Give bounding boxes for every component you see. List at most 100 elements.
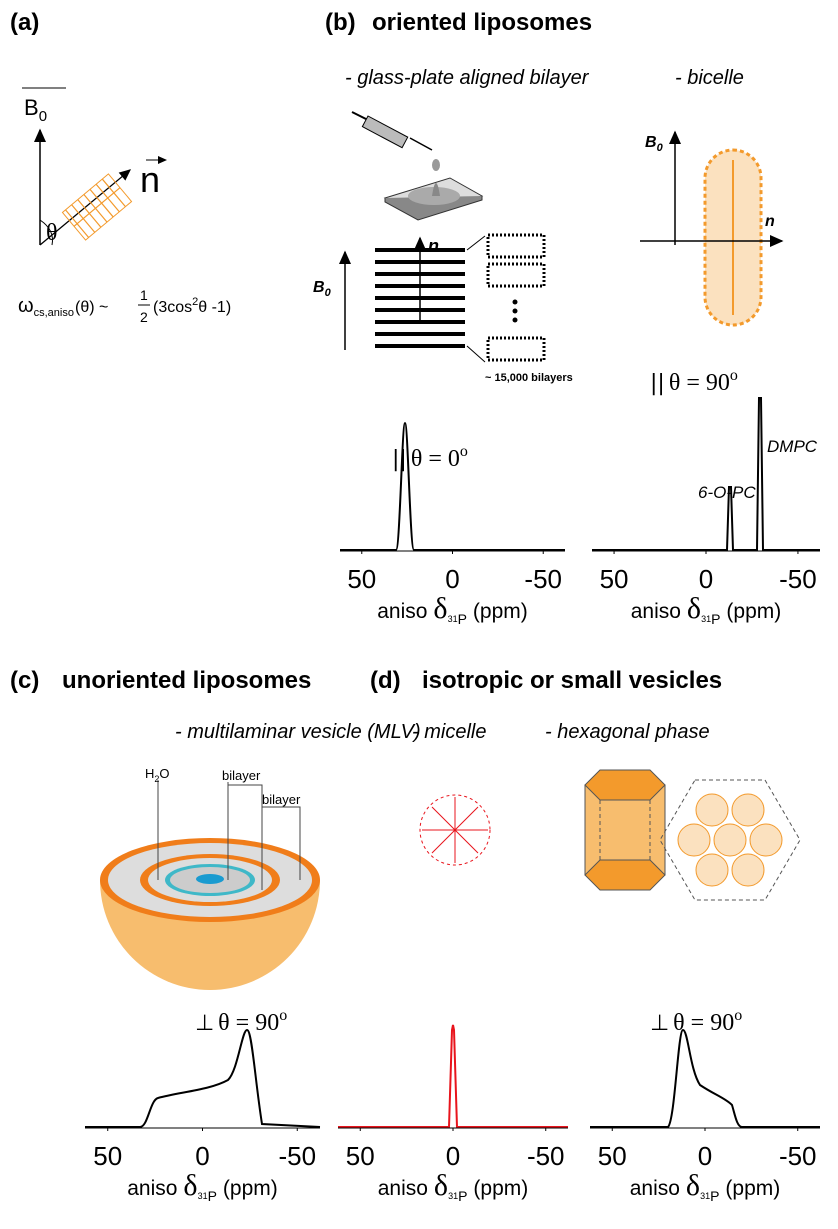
normal-label: n	[765, 213, 775, 230]
axis-unit: (ppm)	[725, 1177, 780, 1200]
water-label: H2O	[145, 766, 170, 784]
x-tick-label: -50	[524, 564, 562, 594]
angle-text: θ = 90	[673, 1010, 734, 1036]
water-tail: O	[159, 766, 169, 781]
bilayer-count: ~ 15,000 bilayers	[485, 372, 573, 384]
spectrum-curve	[590, 1030, 820, 1127]
axis-unit: (ppm)	[473, 600, 528, 623]
axis-isotope: 31	[448, 1191, 458, 1201]
axis-isotope: 31	[448, 614, 458, 624]
b0-subscript: 0	[657, 142, 664, 154]
peak-label: 6-O-PC	[698, 483, 756, 502]
axis-unit: (ppm)	[223, 1177, 278, 1200]
x-tick-label: -50	[779, 1141, 817, 1171]
panel-label: (b)	[325, 9, 356, 36]
x-tick-label: 0	[445, 564, 459, 594]
panel-title: isotropic or small vesicles	[422, 667, 722, 694]
axis-prefix: aniso	[127, 1177, 177, 1200]
degree: o	[734, 1007, 742, 1024]
denominator: 2	[140, 309, 148, 325]
subtitle: - hexagonal phase	[545, 721, 710, 743]
spectrum-curve	[340, 423, 565, 550]
x-tick-label: -50	[527, 1141, 565, 1171]
axis-unit: (ppm)	[473, 1177, 528, 1200]
axis-nucleus: P	[458, 611, 467, 627]
x-tick-label: -50	[779, 564, 817, 594]
subtitle: - multilaminar vesicle (MLV)	[175, 721, 421, 743]
formula: ωcs,aniso(θ) ~	[18, 295, 108, 319]
water-symbol: H	[145, 766, 154, 781]
x-tick-label: 50	[598, 1141, 627, 1171]
layer-label: bilayer	[222, 768, 261, 783]
spectrum-curve	[592, 398, 820, 550]
glass-plate	[385, 178, 482, 220]
orientation-symbol: ⊥	[650, 1011, 669, 1036]
bilayer-blocks	[488, 235, 544, 360]
panel-label: (c)	[10, 667, 39, 694]
zoom-lines	[467, 236, 485, 362]
angle-text: θ = 90	[218, 1010, 279, 1036]
axis-delta: δ	[433, 592, 447, 625]
panel-label: (d)	[370, 667, 401, 694]
spectrum-curve	[85, 1030, 320, 1127]
mlv	[100, 780, 320, 990]
subtitle: - glass-plate aligned bilayer	[345, 67, 590, 89]
b0-subscript: 0	[39, 108, 47, 125]
orientation-symbol: ⊥	[195, 1011, 214, 1036]
degree: o	[730, 367, 738, 384]
x-tick-label: 0	[698, 1141, 712, 1171]
formula-cos: (3cos	[153, 299, 192, 316]
angle-label: θ	[46, 220, 58, 246]
formula-subscript: cs,aniso	[34, 307, 74, 319]
normal-label: n	[428, 236, 439, 256]
axis-delta: δ	[434, 1169, 448, 1202]
panel-label: (a)	[10, 9, 39, 36]
axis-isotope: 31	[700, 1191, 710, 1201]
b0-symbol: B	[313, 279, 325, 296]
axis-nucleus: P	[711, 611, 720, 627]
x-tick-label: 50	[346, 1141, 375, 1171]
b0-label: B0	[24, 95, 47, 125]
peak-label: DMPC	[767, 437, 818, 456]
formula-argument: (θ) ~	[75, 299, 108, 316]
degree: o	[279, 1007, 287, 1024]
axis-unit: (ppm)	[726, 600, 781, 623]
axis-nucleus: P	[208, 1188, 217, 1204]
b0-symbol: B	[24, 95, 39, 120]
spectrum-curve	[338, 1025, 568, 1127]
angle-annotation: ||θ = 90o	[650, 367, 738, 396]
axis-nucleus: P	[710, 1188, 719, 1204]
formula-tail: θ -1)	[198, 299, 231, 316]
orientation-symbol: ||	[650, 371, 665, 396]
b0-label: B0	[645, 134, 664, 154]
normal-label: n	[140, 159, 160, 200]
page: { "panel_a": {"label": "(a)", "b0": {"sy…	[0, 0, 838, 1229]
formula-body: (3cos2θ -1)	[153, 296, 231, 316]
axis-isotope: 31	[198, 1191, 208, 1201]
omega: ω	[18, 295, 34, 317]
x-tick-label: 0	[699, 564, 713, 594]
micelle	[420, 795, 490, 865]
panel-title: unoriented liposomes	[62, 667, 311, 694]
axis-delta: δ	[687, 592, 701, 625]
x-tick-label: 50	[93, 1141, 122, 1171]
axis-isotope: 31	[701, 614, 711, 624]
figure: (a) B0 n θ ωcs,aniso(θ) ~ 1 2 (3cos2θ -1…	[0, 0, 838, 1229]
angle-text: θ = 90	[669, 370, 730, 396]
b0-subscript: 0	[325, 287, 332, 299]
numerator: 1	[140, 287, 148, 303]
angle-annotation: ||θ = 0o	[392, 443, 468, 472]
b0-symbol: B	[645, 134, 657, 151]
angle-annotation: ⊥θ = 90o	[650, 1007, 742, 1036]
axis-prefix: aniso	[630, 1177, 680, 1200]
subtitle: - bicelle	[675, 67, 744, 89]
layer-label: bilayer	[262, 792, 301, 807]
axis-delta: δ	[686, 1169, 700, 1202]
bicelle	[705, 150, 761, 325]
hexagonal-prism	[585, 770, 665, 890]
